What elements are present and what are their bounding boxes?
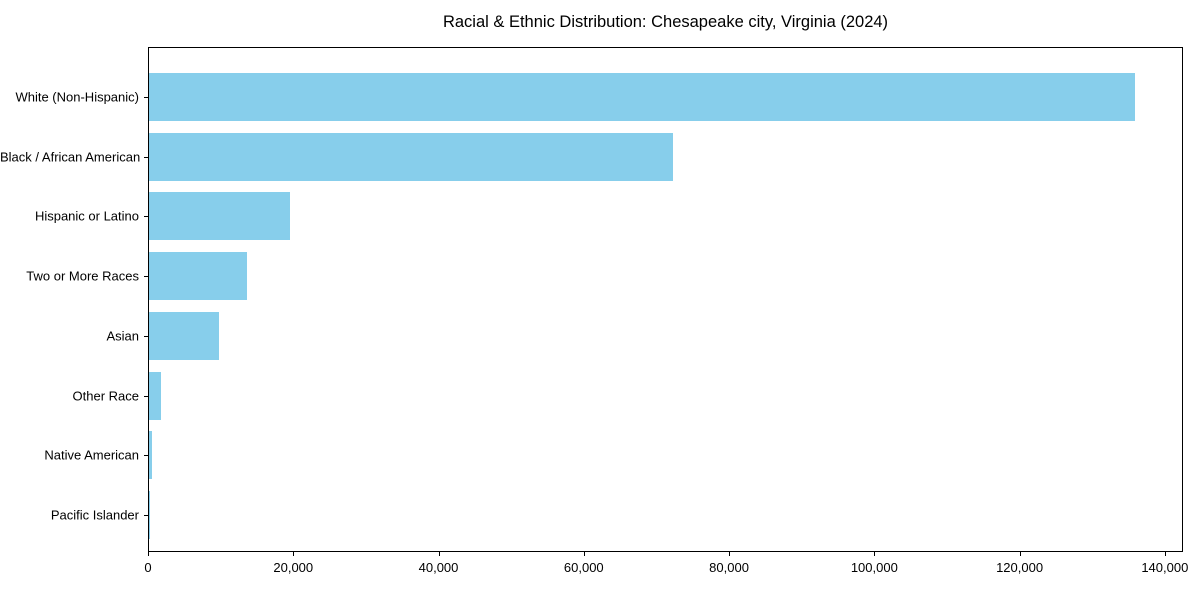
y-tick-mark bbox=[144, 156, 148, 158]
x-tick-mark bbox=[293, 552, 295, 556]
x-tick-label: 60,000 bbox=[563, 560, 604, 575]
x-tick-mark bbox=[1019, 552, 1021, 556]
y-tick-mark bbox=[144, 395, 148, 397]
y-tick-label: Asian bbox=[106, 328, 139, 344]
x-tick-mark bbox=[1164, 552, 1166, 556]
y-tick-label: White (Non-Hispanic) bbox=[15, 89, 139, 105]
bar-black-african-american bbox=[149, 132, 673, 181]
x-tick-label: 100,000 bbox=[850, 560, 898, 575]
y-tick-label: Two or More Races bbox=[26, 268, 139, 284]
chart-title: Racial & Ethnic Distribution: Chesapeake… bbox=[442, 13, 889, 31]
bar-two-or-more-races bbox=[149, 252, 248, 301]
y-tick-label: Pacific Islander bbox=[50, 507, 139, 523]
y-tick-mark bbox=[144, 97, 148, 98]
y-tick-label: Other Race bbox=[72, 388, 139, 403]
y-tick-label: Native American bbox=[44, 447, 139, 463]
x-tick-label: 0 bbox=[144, 560, 152, 575]
y-tick-mark bbox=[144, 335, 148, 337]
x-tick-label: 20,000 bbox=[273, 560, 314, 575]
x-tick-mark bbox=[583, 552, 585, 556]
x-tick-label: 140,000 bbox=[1141, 560, 1189, 575]
bar-hispanic-or-latino bbox=[149, 192, 290, 241]
x-tick-mark bbox=[729, 552, 731, 556]
bar-native-american bbox=[149, 431, 152, 480]
x-tick-mark bbox=[874, 552, 876, 556]
y-tick-mark bbox=[144, 514, 148, 516]
x-tick-label: 120,000 bbox=[996, 560, 1044, 575]
x-tick-mark bbox=[148, 552, 149, 556]
y-tick-label: Black / African American bbox=[0, 149, 141, 165]
y-tick-label: Hispanic or Latino bbox=[34, 208, 139, 224]
y-tick-mark bbox=[144, 276, 148, 278]
x-tick-mark bbox=[438, 552, 440, 556]
y-tick-mark bbox=[144, 455, 148, 457]
x-tick-label: 80,000 bbox=[709, 560, 749, 575]
bar-pacific-islander bbox=[149, 490, 150, 539]
bar-asian bbox=[149, 311, 219, 360]
bar-white-non-hispanic bbox=[149, 73, 1135, 121]
plot-area bbox=[148, 47, 1183, 552]
x-tick-label: 40,000 bbox=[418, 560, 459, 575]
bar-other-race bbox=[149, 371, 162, 420]
y-tick-mark bbox=[144, 216, 148, 218]
